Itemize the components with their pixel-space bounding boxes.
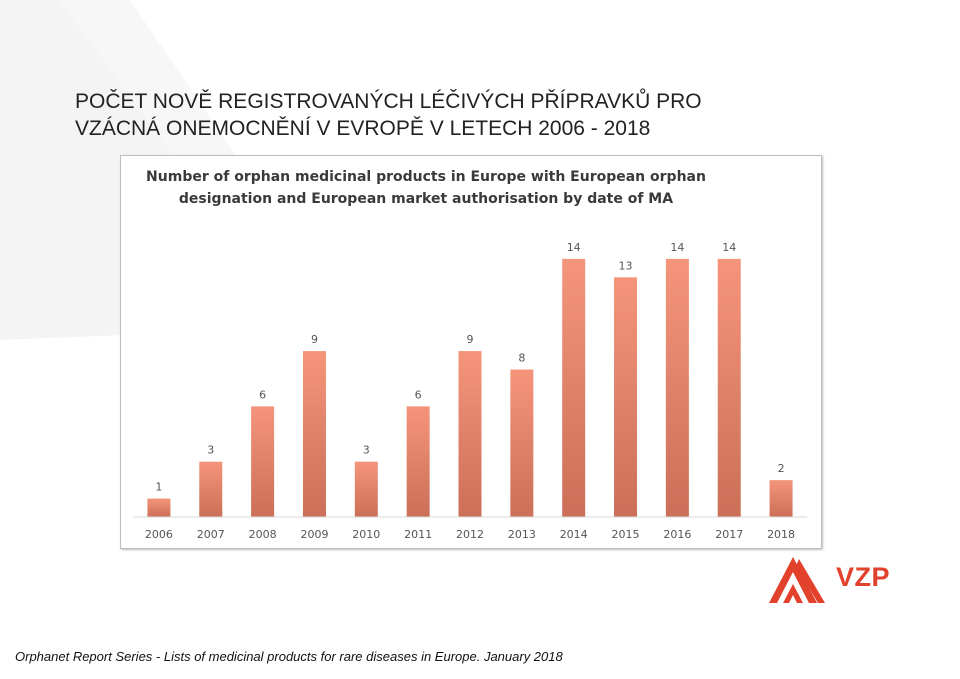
chart-frame: Number of orphan medicinal products in E… <box>120 155 822 549</box>
value-label-2016: 14 <box>670 241 684 254</box>
value-label-2006: 1 <box>155 481 162 494</box>
slide-title-line-2: VZÁCNÁ ONEMOCNĚNÍ V EVROPĚ V LETECH 2006… <box>75 117 651 140</box>
chart-title-line-2: designation and European market authoris… <box>179 191 673 207</box>
x-tick-label-2017: 2017 <box>715 528 743 541</box>
x-tick-label-2006: 2006 <box>145 528 173 541</box>
bar-2010 <box>354 461 378 517</box>
source-footnote: Orphanet Report Series - Lists of medici… <box>15 649 563 664</box>
bar-2007 <box>199 461 223 517</box>
value-label-2018: 2 <box>778 462 785 475</box>
bar-2014 <box>562 258 586 517</box>
x-tick-label-2007: 2007 <box>197 528 225 541</box>
x-tick-label-2016: 2016 <box>663 528 691 541</box>
bar-2012 <box>458 351 482 517</box>
x-tick-label-2010: 2010 <box>352 528 380 541</box>
bar-2013 <box>510 369 534 517</box>
value-label-2014: 14 <box>567 241 581 254</box>
x-tick-label-2013: 2013 <box>508 528 536 541</box>
x-tick-label-2018: 2018 <box>767 528 795 541</box>
slide-title: POČET NOVĚ REGISTROVANÝCH LÉČIVÝCH PŘÍPR… <box>75 88 835 142</box>
x-tick-label-2008: 2008 <box>249 528 277 541</box>
x-tick-label-2009: 2009 <box>300 528 328 541</box>
value-label-2012: 9 <box>467 333 474 346</box>
slide-title-line-1: POČET NOVĚ REGISTROVANÝCH LÉČIVÝCH PŘÍPR… <box>75 90 702 113</box>
value-label-2009: 9 <box>311 333 318 346</box>
bar-2006 <box>147 498 171 517</box>
x-tick-label-2011: 2011 <box>404 528 432 541</box>
x-tick-label-2015: 2015 <box>612 528 640 541</box>
chart-title-line-1: Number of orphan medicinal products in E… <box>146 169 706 185</box>
value-label-2008: 6 <box>259 388 266 401</box>
bar-chart: Number of orphan medicinal products in E… <box>133 169 807 541</box>
vzp-logo-text: VZP <box>836 562 891 592</box>
value-label-2007: 3 <box>207 444 214 457</box>
bar-2015 <box>614 277 638 517</box>
value-label-2011: 6 <box>415 388 422 401</box>
bar-2017 <box>717 258 741 517</box>
bar-2016 <box>665 258 689 517</box>
value-label-2010: 3 <box>363 444 370 457</box>
value-label-2017: 14 <box>722 241 736 254</box>
value-label-2013: 8 <box>518 352 525 365</box>
vzp-logo-icon <box>769 557 825 603</box>
value-label-2015: 13 <box>619 259 633 272</box>
bar-2008 <box>251 406 275 517</box>
x-tick-label-2014: 2014 <box>560 528 588 541</box>
bar-2009 <box>302 351 326 517</box>
bar-2011 <box>406 406 430 517</box>
x-tick-label-2012: 2012 <box>456 528 484 541</box>
bar-2018 <box>769 480 793 517</box>
